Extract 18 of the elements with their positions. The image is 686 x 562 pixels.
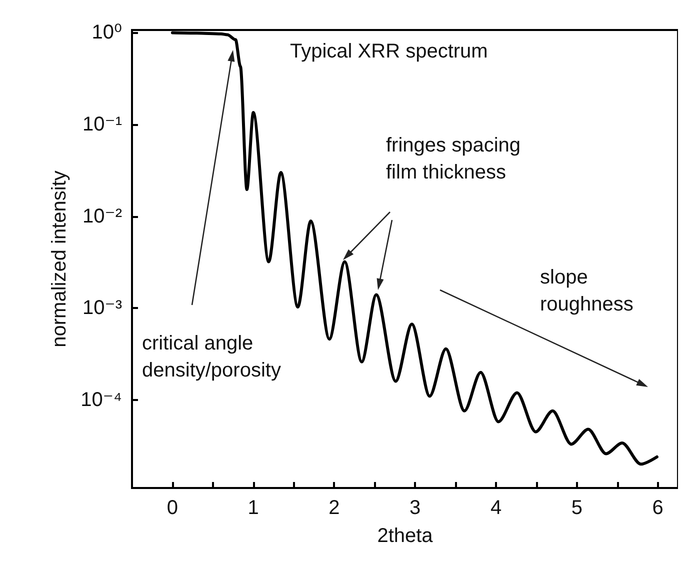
annotation: fringes spacing film thickness	[386, 134, 521, 184]
x-tick-label: 3	[410, 497, 421, 519]
y-tick-label: 10⁻³	[82, 297, 122, 320]
x-tick-label: 2	[328, 497, 340, 519]
x-tick-label: 1	[248, 497, 259, 519]
annotation: critical angle density/porosity	[142, 332, 281, 382]
y-tick-label: 10⁻⁴	[80, 388, 122, 411]
x-tick-label: 5	[571, 497, 582, 519]
annotation: Typical XRR spectrum	[290, 40, 488, 62]
y-tick-label: 10⁻¹	[82, 114, 122, 136]
x-tick-label: 4	[490, 497, 502, 519]
y-tick-label: 10⁰	[92, 22, 122, 44]
y-axis-title: normalized intensity	[48, 170, 71, 348]
x-axis-title: 2theta	[377, 525, 434, 547]
annotation: slope roughness	[540, 266, 634, 316]
x-tick-label: 0	[166, 497, 178, 519]
y-tick-label: 10⁻²	[82, 205, 122, 228]
x-tick-label: 6	[652, 497, 664, 519]
